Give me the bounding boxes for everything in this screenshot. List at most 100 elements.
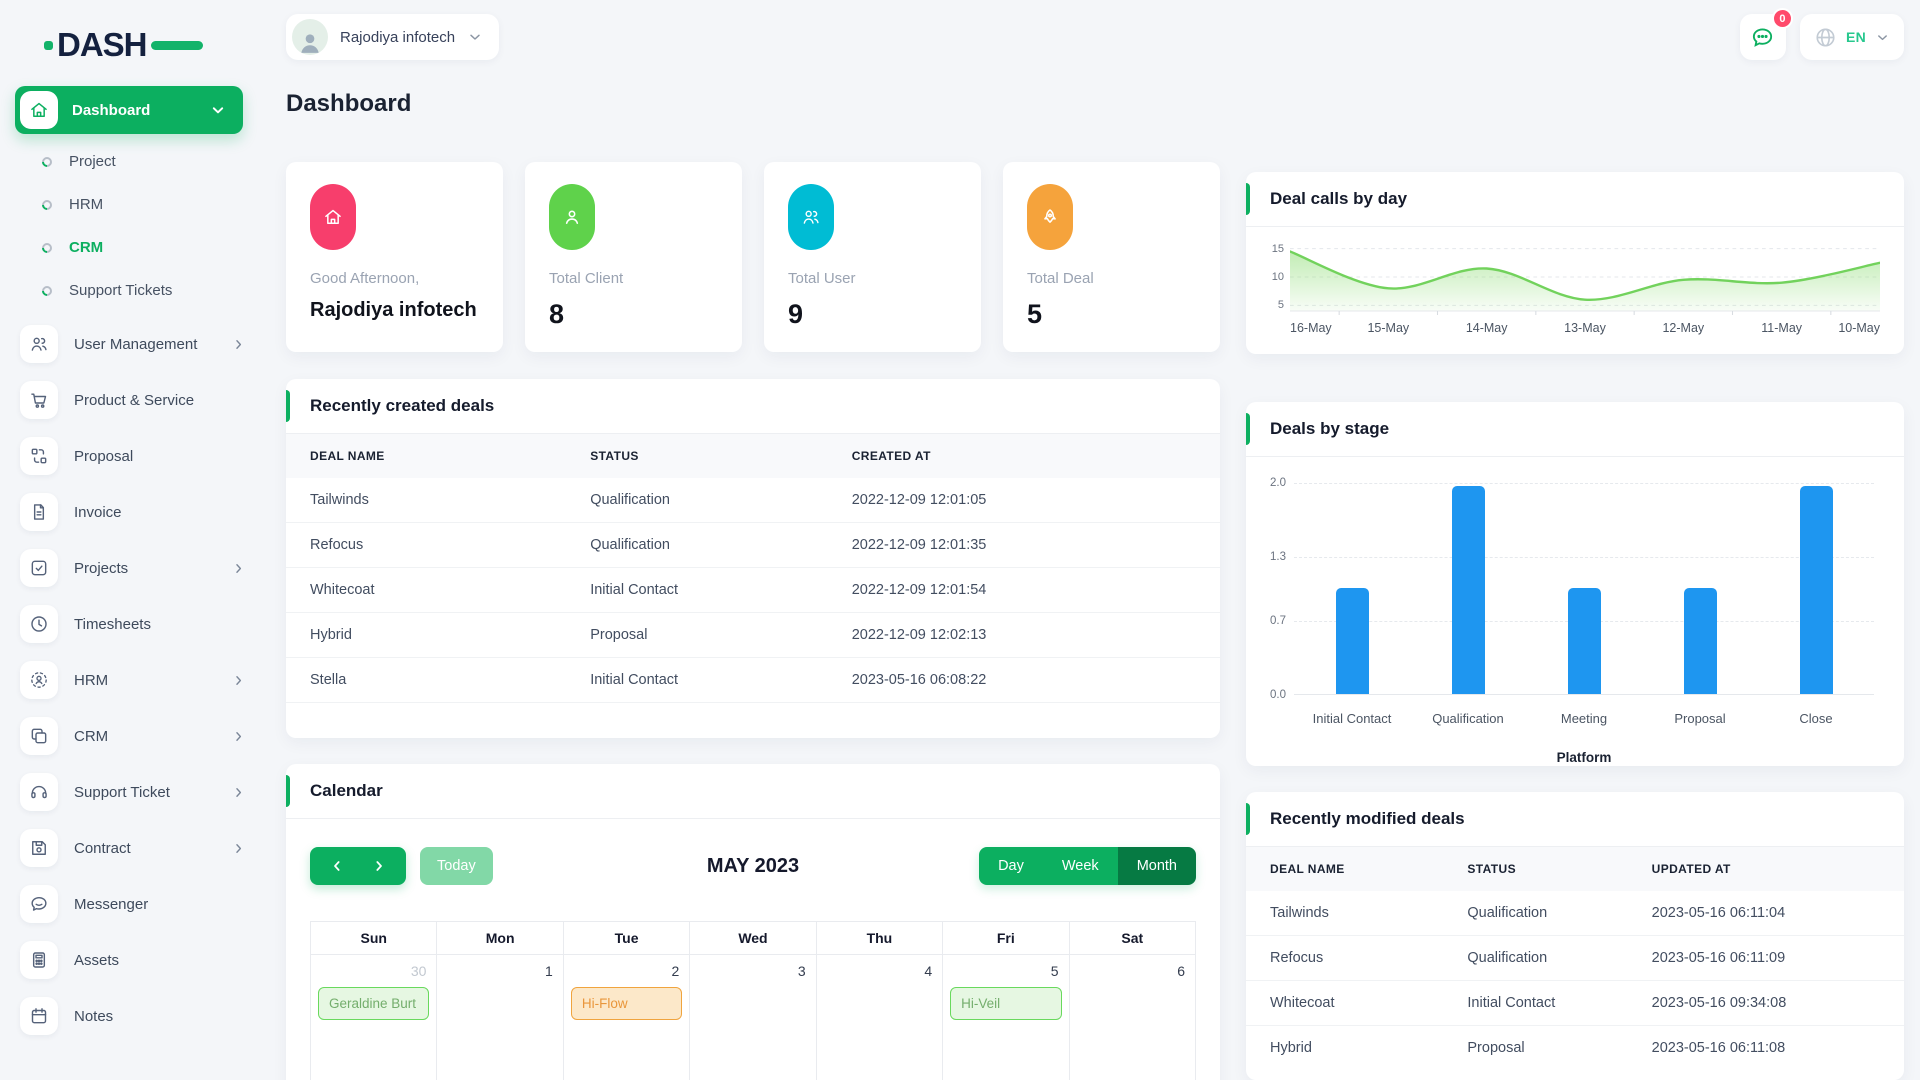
brand-logo[interactable]: DASH xyxy=(44,24,203,66)
section-header: Recently modified deals xyxy=(1246,792,1904,847)
table-footer-spacer xyxy=(286,702,1220,738)
sidebar-item-contract[interactable]: Contract xyxy=(15,820,260,876)
sidebar-item-proposal[interactable]: Proposal xyxy=(15,428,260,484)
sidebar: DASH Dashboard Project HRM CRM Support Ticke… xyxy=(0,0,260,1080)
status-cell: Proposal xyxy=(566,612,828,658)
sidebar-item-notes[interactable]: Notes xyxy=(15,988,260,1044)
calendar-view-week[interactable]: Week xyxy=(1042,847,1118,885)
chat-icon xyxy=(20,885,58,923)
sidebar-item-label: Notes xyxy=(74,1007,114,1025)
rocket-icon xyxy=(1027,184,1073,250)
chevron-right-icon xyxy=(231,841,246,856)
timestamp-cell: 2023-05-16 06:08:22 xyxy=(827,657,1220,702)
x-tick-label: 13-May xyxy=(1564,321,1606,335)
sidebar-item-invoice[interactable]: Invoice xyxy=(15,484,260,540)
calendar-prev-button[interactable] xyxy=(316,847,358,885)
calendar-today-button[interactable]: Today xyxy=(420,847,493,885)
sidebar-item-projects[interactable]: Projects xyxy=(15,540,260,596)
table-row: Stella Initial Contact 2023-05-16 06:08:22 xyxy=(286,657,1220,702)
stat-card-total-user: Total User 9 xyxy=(764,162,981,352)
calendar-week-row: 30 Geraldine Burt 1 2 Hi-Flow 3 4 5 Hi-Veil 6 xyxy=(309,954,1197,1080)
calendar-day-cell[interactable]: 5 Hi-Veil xyxy=(942,954,1070,1080)
sidebar-item-crm[interactable]: CRM xyxy=(15,708,260,764)
sidebar-item-label: Dashboard xyxy=(72,101,151,119)
logo-dash-accent xyxy=(151,41,203,50)
bar-chart-y-axis: 2.0 1.3 0.7 0.0 xyxy=(1260,477,1294,701)
calendar-day-cell[interactable]: 1 xyxy=(436,954,564,1080)
main-area: Rajodiya infotech 0 EN xyxy=(260,0,1920,1080)
table-row: Tailwinds Qualification 2022-12-09 12:01:0… xyxy=(286,478,1220,523)
deal-name-cell: Tailwinds xyxy=(310,492,369,508)
globe-icon xyxy=(1814,26,1837,49)
x-tick-label: Meeting xyxy=(1560,711,1608,726)
calendar-day-cell[interactable]: 4 xyxy=(815,954,944,1080)
sidebar-item-label: HRM xyxy=(74,671,109,689)
chevron-right-icon xyxy=(231,561,246,576)
calendar-event[interactable]: Geraldine Burt xyxy=(318,987,430,1020)
deal-name-cell: Hybrid xyxy=(286,612,567,658)
users-icon xyxy=(788,184,834,250)
bar-slot xyxy=(1642,483,1758,694)
area-chart-plot xyxy=(1288,243,1882,315)
stat-card-total-client: Total Client 8 xyxy=(525,162,742,352)
table-row: Tailwinds Qualification 2023-05-16 06:11:0… xyxy=(1246,891,1904,936)
sidebar-item-label: Messenger xyxy=(74,895,149,913)
section-title: Deal calls by day xyxy=(1270,189,1408,208)
sidebar-item-dashboard[interactable]: Dashboard xyxy=(15,86,243,134)
logo-wordmark: DASH xyxy=(57,26,148,63)
calendar-view-day[interactable]: Day xyxy=(979,847,1043,885)
check-square-icon xyxy=(20,549,58,587)
table-row: Refocus Qualification 2022-12-09 12:01:35 xyxy=(286,522,1220,568)
calendar-next-button[interactable] xyxy=(358,847,400,885)
area-chart-x-axis: 16-May 15-May 14-May 13-May 12-May 11-May 10-M… xyxy=(1290,317,1880,341)
sidebar-item-label: Proposal xyxy=(74,447,134,465)
calendar-toolbar: Today MAY 2023 Day Week Month xyxy=(310,847,1196,885)
status-cell: Proposal xyxy=(1443,1025,1628,1070)
column-header: UPDATED AT xyxy=(1627,847,1904,891)
sidebar-subitem-support-tickets[interactable]: Support Tickets xyxy=(15,269,260,312)
deals-by-stage-card: Deals by stage 2.0 1.3 0.7 0.0 Initial Cont… xyxy=(1246,402,1904,766)
calendar-event[interactable]: Hi-Veil xyxy=(950,987,1062,1020)
calendar-view-month[interactable]: Month xyxy=(1117,847,1196,885)
stats-row: Good Afternoon, Rajodiya infotech Total Cl… xyxy=(286,162,1220,352)
sidebar-item-messenger[interactable]: Messenger xyxy=(15,876,260,932)
section-header: Deal calls by day xyxy=(1246,172,1904,227)
deal-name-cell: Whitecoat xyxy=(286,567,567,613)
stat-label: Total Deal xyxy=(1027,270,1094,287)
sidebar-item-label: User Management xyxy=(74,335,198,353)
calendar-day-cell[interactable]: 6 xyxy=(1068,954,1197,1080)
sidebar-item-hrm[interactable]: HRM xyxy=(15,652,260,708)
messages-button[interactable]: 0 xyxy=(1739,8,1793,60)
users-icon xyxy=(20,325,58,363)
sidebar-subitem-label: Support Tickets xyxy=(69,282,173,299)
timestamp-cell: 2022-12-09 12:01:05 xyxy=(851,492,987,508)
sidebar-item-timesheets[interactable]: Timesheets xyxy=(15,596,260,652)
sidebar-item-user-management[interactable]: User Management xyxy=(15,316,260,372)
company-selector[interactable]: Rajodiya infotech xyxy=(286,14,500,60)
calendar-day-header: Tue xyxy=(562,921,691,955)
calendar-day-cell[interactable]: 2 Hi-Flow xyxy=(562,954,691,1080)
language-selector[interactable]: EN xyxy=(1799,14,1904,60)
calendar-event[interactable]: Hi-Flow xyxy=(570,987,683,1020)
calendar-day-cell[interactable]: 3 xyxy=(689,954,817,1080)
calendar-day-header: Mon xyxy=(436,921,564,955)
recently-modified-deals-card: Recently modified deals DEAL NAME STATUS U… xyxy=(1246,792,1904,1080)
sidebar-subitem-project[interactable]: Project xyxy=(15,140,260,183)
column-header: DEAL NAME xyxy=(286,434,567,478)
y-tick-label: 2.0 xyxy=(1270,477,1286,489)
sidebar-item-assets[interactable]: Assets xyxy=(15,932,260,988)
sidebar-item-support-ticket[interactable]: Support Ticket xyxy=(15,764,260,820)
sidebar-item-product-service[interactable]: Product & Service xyxy=(15,372,260,428)
calendar-day-header: Fri xyxy=(942,921,1070,955)
bar-slot xyxy=(1294,483,1410,694)
column-header: CREATED AT xyxy=(827,434,1220,478)
deal-name-cell: Hybrid xyxy=(1246,1025,1444,1070)
deal-name-cell: Whitecoat xyxy=(1246,980,1444,1026)
sidebar-item-label: Projects xyxy=(74,559,129,577)
sidebar-subitem-hrm[interactable]: HRM xyxy=(15,183,260,226)
deal-name-cell: Tailwinds xyxy=(1270,905,1329,921)
calendar-day-cell[interactable]: 30 Geraldine Burt xyxy=(309,954,438,1080)
bar-close xyxy=(1799,486,1833,694)
sidebar-subitem-crm[interactable]: CRM xyxy=(15,226,260,269)
